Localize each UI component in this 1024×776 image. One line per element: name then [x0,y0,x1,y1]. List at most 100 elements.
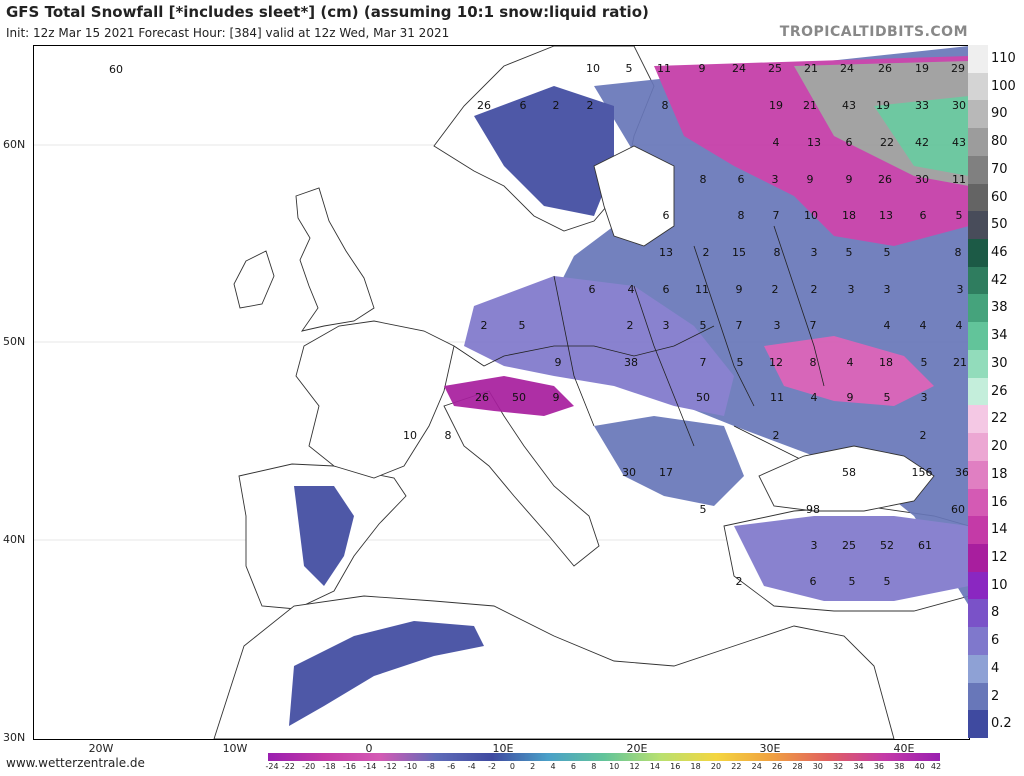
map-value-label: 3 [774,319,781,332]
legend-item: 100 [968,72,1024,101]
legend-label: 20 [991,439,1008,455]
legend-swatch [968,100,988,129]
sleet-scale-label: -14 [363,762,377,771]
map-value-label: 21 [804,62,818,75]
legend-item: 34 [968,322,1024,350]
sleet-scale-label: 38 [894,762,905,771]
map-value-label: 4 [884,319,891,332]
map-value-label: 4 [773,136,780,149]
legend-item: 38 [968,294,1024,323]
sleet-scale-label: 12 [629,762,640,771]
legend-swatch [968,433,988,461]
lon-label-20w: 20W [88,742,114,755]
legend-swatch [968,627,988,655]
map-value-label: 33 [915,99,929,112]
legend-label: 10 [991,577,1008,593]
map-value-label: 50 [696,391,710,404]
legend-item: 110 [968,45,1024,73]
map-value-label: 5 [737,356,744,369]
map-value-label: 6 [663,283,670,296]
legend-label: 12 [991,549,1008,565]
map-value-label: 3 [811,246,818,259]
legend-swatch [968,128,988,156]
sleet-scale-label: 0 [509,762,515,771]
legend-label: 34 [991,328,1008,344]
lon-label-0: 0 [365,742,373,755]
sleet-scale-label: 42 [930,762,942,771]
map-value-label: 21 [953,356,967,369]
map-value-label: 13 [659,246,673,259]
map-subtitle: Init: 12z Mar 15 2021 Forecast Hour: [38… [6,26,450,40]
legend-item: 0.2 [968,710,1024,738]
map-value-label: 9 [736,283,743,296]
legend-label: 90 [991,106,1008,122]
snowfall-map[interactable]: 60 10 5 11 9 24 25 21 24 26 19 29 26 6 2 2 8 19 21 43 19 33 30… [33,45,970,740]
snow-area-turkey [734,516,969,601]
sleet-scale-label: 18 [690,762,701,771]
sleet-scale-label: 22 [731,762,742,771]
legend-item: 70 [968,155,1024,184]
map-value-label: 8 [445,429,452,442]
map-value-label: 52 [880,539,894,552]
sleet-scale-label: 36 [873,762,884,771]
legend-label: 4 [991,660,1000,676]
colorbar-legend: 110 100 90 80 70 60 50 46 42 38 34 30 26 22 20 18 16 14 12… [968,45,1024,738]
map-value-label: 4 [847,356,854,369]
map-value-label: 8 [810,356,817,369]
legend-swatch [968,294,988,323]
map-value-label: 7 [773,209,780,222]
map-value-label: 26 [878,173,892,186]
map-value-label: 7 [810,319,817,332]
sleet-scale-label: 16 [670,762,681,771]
map-value-label: 38 [624,356,638,369]
sleet-scale-label: 2 [530,762,536,771]
map-value-label: 6 [810,575,817,588]
map-value-label: 10 [586,62,600,75]
italy-outline [443,390,600,567]
map-value-label: 4 [628,283,635,296]
legend-item: 80 [968,128,1024,156]
sleet-scale-label: 30 [812,762,823,771]
legend-label: 30 [991,355,1008,371]
legend-swatch [968,45,988,73]
legend-label: 60 [991,189,1008,205]
sleet-scale-label: 8 [591,762,597,771]
sleet-scale-label: 4 [550,762,556,771]
map-value-label: 18 [842,209,856,222]
legend-item: 90 [968,100,1024,129]
legend-item: 2 [968,682,1024,711]
map-value-label: 9 [699,62,706,75]
map-value-label: 13 [807,136,821,149]
map-value-label: 156 [912,466,933,479]
legend-swatch [968,349,988,378]
legend-swatch [968,571,988,600]
map-value-label: 2 [481,319,488,332]
legend-label: 0.2 [991,716,1012,732]
map-value-label: 36 [955,466,969,479]
lon-label-10e: 10E [492,742,514,755]
map-value-label: 12 [769,356,783,369]
snow-area-ukraine-pink [764,336,934,406]
snow-area-atlas [289,621,484,726]
legend-label: 22 [991,411,1008,427]
sleet-scale-labels: -24 -22 -20 -18 -16 -14 -12 -10 -8 -6 -4 -2 0 2 4 6 8 10 1… [265,762,942,774]
map-value-label: 2 [703,246,710,259]
legend-swatch [968,710,988,738]
map-value-label: 2 [736,575,743,588]
map-value-label: 3 [957,283,964,296]
map-value-label: 10 [403,429,417,442]
legend-swatch [968,239,988,267]
legend-item: 16 [968,488,1024,517]
sleet-scale-label: -24 [265,762,279,771]
map-value-label: 6 [520,99,527,112]
map-value-label: 15 [732,246,746,259]
baltic-sea [593,145,675,247]
map-value-label: 9 [807,173,814,186]
footer-site[interactable]: www.wetterzentrale.de [6,756,145,770]
legend-label: 18 [991,466,1008,482]
brand-watermark[interactable]: TROPICALTIDBITS.COM [779,24,968,40]
legend-label: 16 [991,494,1008,510]
ireland-outline [233,250,275,309]
legend-item: 42 [968,266,1024,295]
